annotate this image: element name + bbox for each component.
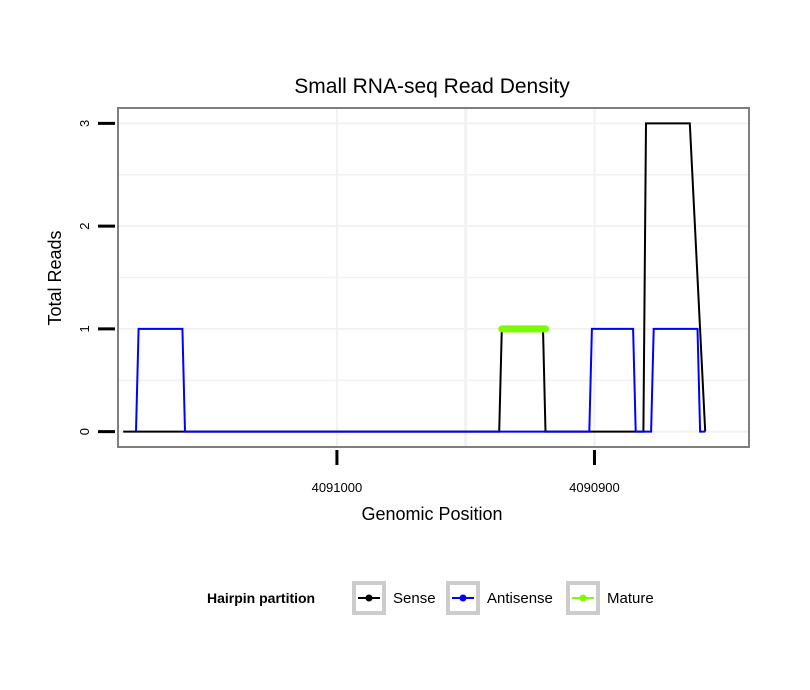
y-axis-title: Total Reads bbox=[45, 230, 65, 325]
legend-items: Sense Antisense Mature bbox=[352, 581, 654, 615]
legend-key-point bbox=[459, 594, 467, 602]
x-tick-label: 4091000 bbox=[312, 480, 363, 495]
series-line-antisense bbox=[135, 327, 706, 433]
chart-title: Small RNA-seq Read Density bbox=[294, 75, 570, 98]
legend-label: Sense bbox=[393, 590, 436, 607]
legend-key-point bbox=[579, 594, 587, 602]
legend-label: Mature bbox=[607, 590, 654, 607]
y-tick-label: 2 bbox=[77, 223, 92, 230]
x-axis-title: Genomic Position bbox=[361, 504, 502, 524]
series-lines bbox=[123, 122, 707, 433]
y-tick-label: 0 bbox=[77, 428, 92, 435]
legend-title: Hairpin partition bbox=[207, 590, 315, 606]
axes: 0 1 2 3 4091000 4090900 bbox=[77, 120, 620, 495]
y-tick-label: 1 bbox=[77, 325, 92, 332]
y-tick-label: 3 bbox=[77, 120, 92, 127]
legend-item-mature: Mature bbox=[566, 581, 654, 615]
legend-item-antisense: Antisense bbox=[446, 581, 553, 615]
plot-panel-border bbox=[117, 107, 750, 448]
legend-label: Antisense bbox=[487, 590, 553, 607]
legend-item-sense: Sense bbox=[352, 581, 436, 615]
legend-key-point bbox=[365, 594, 373, 602]
legend: Hairpin partition Sense Antisense Mature bbox=[207, 581, 654, 615]
x-tick-label: 4090900 bbox=[569, 480, 620, 495]
